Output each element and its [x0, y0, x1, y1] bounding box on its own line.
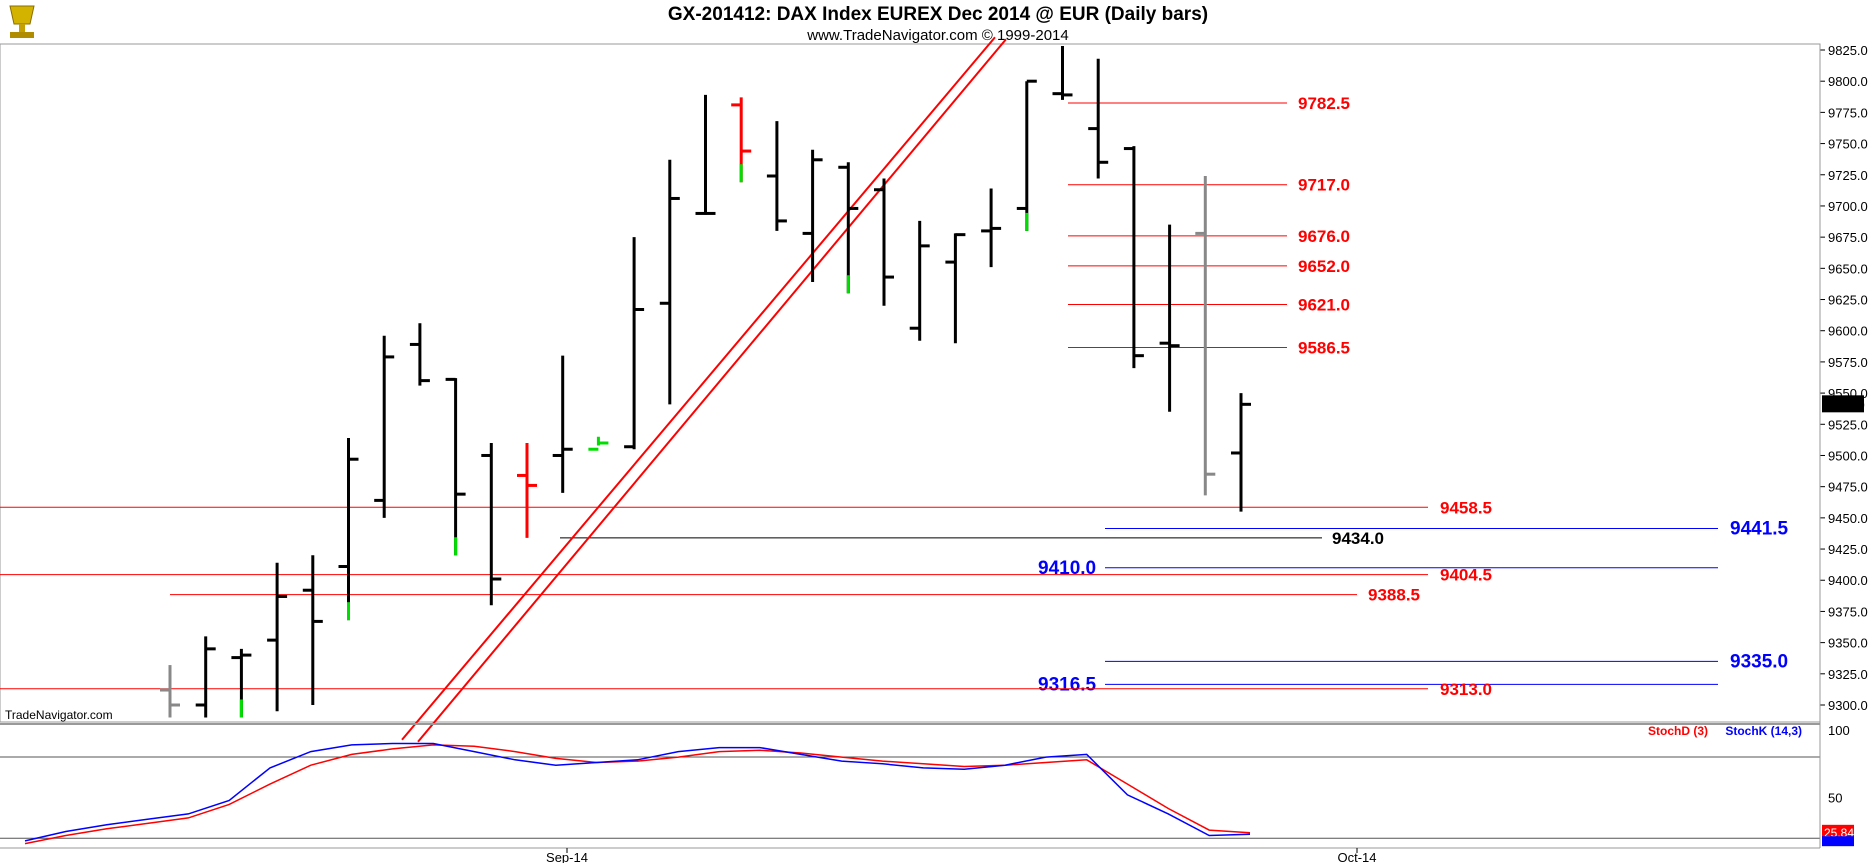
chart-subtitle: www.TradeNavigator.com © 1999-2014: [806, 27, 1068, 44]
price-tick-label: 9800.0: [1828, 74, 1868, 89]
watermark: TradeNavigator.com: [5, 708, 113, 722]
level-label: 9316.5: [1038, 674, 1097, 695]
price-tick-label: 9625.0: [1828, 293, 1868, 308]
stoch-d-legend: StochD (3): [1648, 724, 1708, 738]
date-axis: Sep-14 Oct-14: [0, 847, 1820, 863]
trendline-lower: [417, 38, 1007, 743]
price-tick-label: 9575.0: [1828, 355, 1868, 370]
date-tick-label: Sep-14: [546, 850, 588, 863]
price-tick-label: 9725.0: [1828, 168, 1868, 183]
level-label: 9313.0: [1440, 680, 1492, 699]
stoch-k-legend: StochK (14,3): [1725, 724, 1802, 738]
price-tick-label: 9650.0: [1828, 261, 1868, 276]
stoch-d-last-badge: [1822, 824, 1854, 840]
price-tick-label: 9700.0: [1828, 199, 1868, 214]
level-label: 9434.0: [1332, 529, 1384, 548]
level-label: 9621.0: [1298, 296, 1350, 315]
price-tick-label: 9775.0: [1828, 105, 1868, 120]
price-tick-label: 9500.0: [1828, 448, 1868, 463]
ohlc-bars: [160, 46, 1251, 718]
price-tick-label: 9825.0: [1828, 43, 1868, 58]
trendline-upper: [401, 36, 996, 741]
levels: 9782.5 9717.0 9676.0 9652.0 9621.0 9586.5 9458…: [0, 94, 1789, 699]
price-tick-label: 9375.0: [1828, 604, 1868, 619]
trophy-icon: [9, 5, 35, 38]
level-label: 9782.5: [1298, 94, 1350, 113]
level-label: 9410.0: [1038, 558, 1096, 579]
stochastic-pane: [0, 742, 1820, 845]
price-tick-label: 9425.0: [1828, 542, 1868, 557]
level-label: 9676.0: [1298, 227, 1350, 246]
header: GX-201412: DAX Index EUREX Dec 2014 @ EU…: [9, 4, 1208, 44]
price-tick-label: 9675.0: [1828, 230, 1868, 245]
price-tick-label: 9400.0: [1828, 573, 1868, 588]
level-label: 9335.0: [1730, 651, 1788, 672]
level-label: 9717.0: [1298, 176, 1350, 195]
level-label: 9586.5: [1298, 339, 1350, 358]
price-tick-label: 9750.0: [1828, 137, 1868, 152]
stoch-tick-label: 50: [1828, 791, 1842, 806]
level-label: 9458.5: [1440, 498, 1492, 517]
last-price-badge: [1822, 395, 1864, 413]
price-tick-label: 9350.0: [1828, 636, 1868, 651]
stoch-k-line: [24, 742, 1251, 842]
price-axis: 9825.0 9800.0 9775.0 9750.0 9725.0 9700.0 9675…: [1820, 43, 1868, 713]
stoch-tick-label: 100: [1828, 723, 1850, 738]
price-tick-label: 9525.0: [1828, 417, 1868, 432]
last-price-label: 9541.0: [1825, 397, 1865, 412]
price-tick-label: 9300.0: [1828, 698, 1868, 713]
level-label: 9652.0: [1298, 257, 1350, 276]
price-tick-label: 9450.0: [1828, 511, 1868, 526]
level-label: 9404.5: [1440, 566, 1492, 585]
price-tick-label: 9600.0: [1828, 324, 1868, 339]
stoch-d-line: [24, 744, 1251, 845]
stoch-k-last-badge: [1822, 836, 1854, 847]
date-tick-label: Oct-14: [1337, 850, 1376, 863]
trendline: [401, 36, 1007, 743]
level-label: 9388.5: [1368, 586, 1420, 605]
price-pane: [0, 43, 1821, 723]
price-tick-label: 9475.0: [1828, 480, 1868, 495]
chart-title: GX-201412: DAX Index EUREX Dec 2014 @ EU…: [668, 4, 1208, 25]
price-tick-label: 9325.0: [1828, 667, 1868, 682]
level-label: 9441.5: [1730, 518, 1789, 539]
